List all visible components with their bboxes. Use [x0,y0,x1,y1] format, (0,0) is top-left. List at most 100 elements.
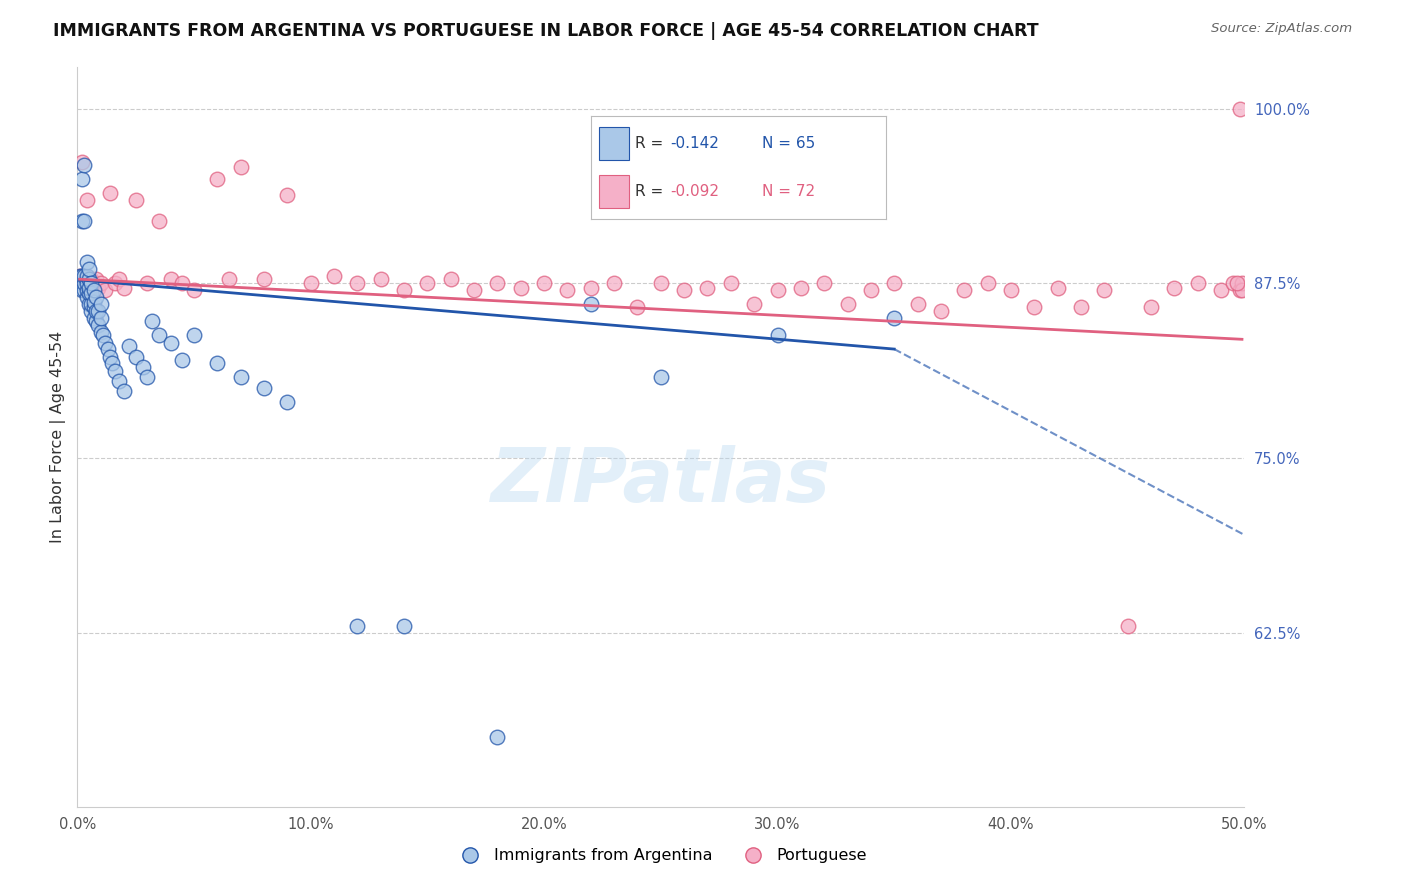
Point [70,154,93,169]
Point [673,284,696,298]
Point [183,328,205,343]
Point [70,213,93,227]
Point [104,277,127,291]
Point [83,284,105,298]
Point [253,272,276,286]
Point [131,360,153,375]
Point [1070,300,1092,314]
Point [90,311,112,326]
Point [76,255,98,269]
Point [626,300,648,314]
Point [883,277,905,291]
Point [91,328,114,343]
Point [73,213,96,227]
Point [76,277,98,291]
Point [112,384,135,398]
Point [976,277,998,291]
Point [73,284,96,298]
Bar [599,176,628,208]
Point [148,213,170,227]
Point [766,328,789,343]
Point [207,171,229,186]
Point [1092,284,1115,298]
Point [650,277,672,291]
Point [90,326,112,340]
Point [104,364,127,378]
Point [1229,102,1251,116]
Point [486,731,509,745]
Point [84,314,107,328]
Point [76,284,98,298]
Point [83,311,105,326]
Point [859,284,882,298]
Point [1230,277,1253,291]
Point [790,280,813,294]
Legend: Immigrants from Argentina, Portuguese: Immigrants from Argentina, Portuguese [449,842,873,870]
Point [579,297,602,311]
Point [1187,277,1209,291]
Point [80,277,103,291]
Point [416,277,439,291]
Point [883,311,905,326]
Text: IMMIGRANTS FROM ARGENTINA VS PORTUGUESE IN LABOR FORCE | AGE 45-54 CORRELATION C: IMMIGRANTS FROM ARGENTINA VS PORTUGUESE … [53,22,1039,40]
Text: R =: R = [636,136,668,151]
Point [1000,284,1022,298]
Point [83,284,105,298]
Point [108,272,131,286]
Point [70,269,93,284]
Point [276,395,298,409]
Point [77,272,100,286]
Point [159,272,181,286]
Point [87,280,110,294]
Text: N = 65: N = 65 [762,136,815,151]
Point [1229,284,1251,298]
Point [108,374,131,388]
Point [579,280,602,294]
Point [1226,277,1249,291]
Y-axis label: In Labor Force | Age 45-54: In Labor Force | Age 45-54 [51,331,66,543]
Point [69,277,91,291]
Point [83,294,105,309]
Point [370,272,392,286]
Point [73,269,96,284]
Point [346,277,368,291]
Bar [599,128,628,160]
Point [94,284,117,298]
Point [218,272,240,286]
Point [84,304,107,318]
Point [80,286,103,301]
Point [97,342,120,356]
Point [76,193,98,207]
Point [229,161,252,175]
Point [112,280,135,294]
Point [207,356,229,370]
Point [101,356,124,370]
Point [98,186,121,200]
Point [650,370,672,384]
Point [392,618,415,632]
Point [90,277,112,291]
Point [1024,300,1046,314]
Point [1046,280,1069,294]
Point [80,297,103,311]
Point [1116,618,1139,632]
Point [463,284,485,298]
Point [1163,280,1185,294]
Point [720,277,742,291]
Point [80,304,103,318]
Point [141,314,163,328]
Point [90,297,112,311]
Point [77,297,100,311]
Text: ZIPatlas: ZIPatlas [491,445,831,518]
Point [77,277,100,291]
Point [696,280,718,294]
Point [766,284,789,298]
Point [253,381,276,395]
Point [69,269,91,284]
Point [73,158,96,172]
Point [276,188,298,202]
Point [94,336,117,351]
Point [392,284,415,298]
Point [323,269,346,284]
Text: Source: ZipAtlas.com: Source: ZipAtlas.com [1212,22,1353,36]
